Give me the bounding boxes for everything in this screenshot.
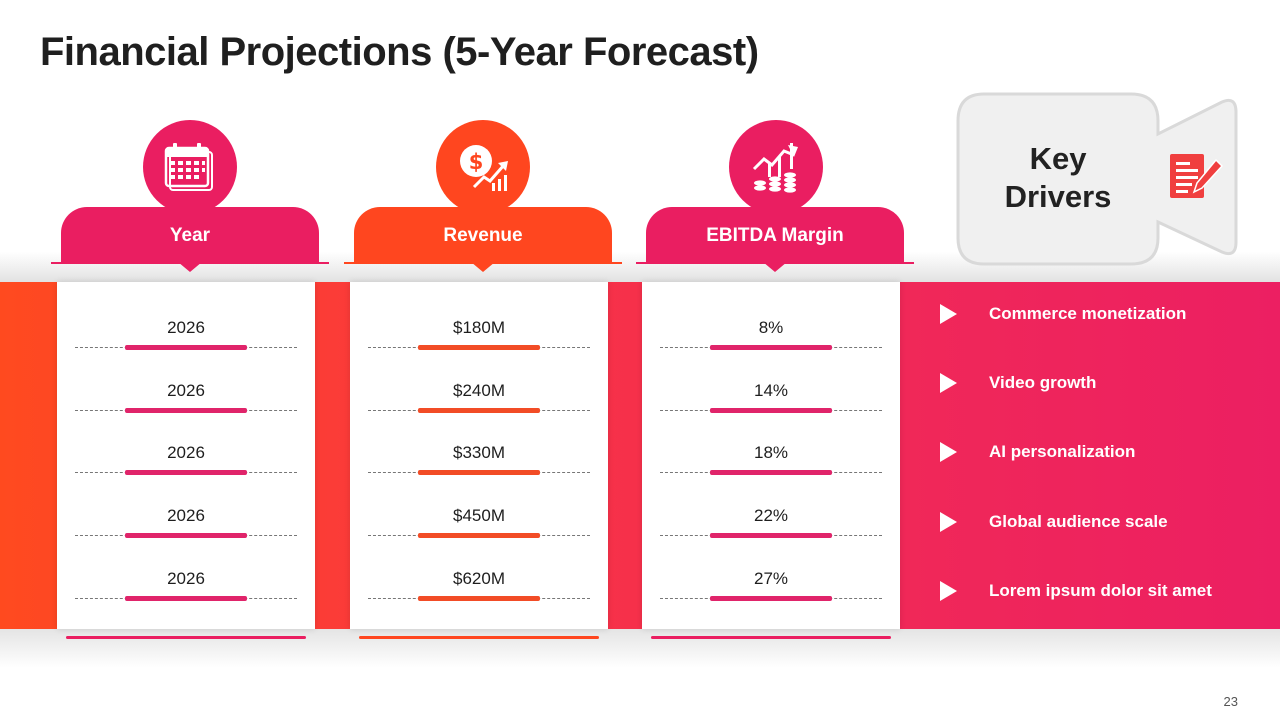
svg-text:$: $ [469, 150, 484, 174]
year-value: 2026 [167, 318, 205, 337]
row-accent-bar [710, 470, 832, 475]
table-row: 2026 [75, 381, 297, 421]
play-arrow-icon [940, 512, 957, 532]
revenue-value: $450M [453, 506, 505, 525]
calendar-icon [143, 120, 237, 214]
table-row: 14% [660, 381, 882, 421]
document-pen-icon [1170, 154, 1224, 198]
row-accent-bar [125, 596, 247, 601]
list-item: Commerce monetization [940, 296, 1260, 332]
driver-label: Lorem ipsum dolor sit amet [989, 581, 1212, 600]
revenue-value: $240M [453, 381, 505, 400]
row-accent-bar [418, 470, 540, 475]
row-accent-bar [710, 533, 832, 538]
page-title: Financial Projections (5-Year Forecast) [40, 30, 759, 74]
tab-pointer [471, 262, 495, 272]
tab-underline [51, 262, 329, 264]
table-row: 8% [660, 318, 882, 358]
play-arrow-icon [940, 442, 957, 462]
dollar-growth-icon: $ [436, 120, 530, 214]
table-row: $330M [368, 443, 590, 483]
row-accent-bar [125, 470, 247, 475]
ebitda-value: 18% [753, 443, 789, 462]
tab-year-label: Year [169, 225, 211, 246]
tab-revenue-label: Revenue [443, 225, 523, 246]
year-column: 2026 2026 2026 2026 2026 [57, 282, 315, 629]
row-accent-bar [125, 533, 247, 538]
list-item: Global audience scale [940, 504, 1260, 540]
ebitda-value: 27% [753, 569, 789, 588]
ebitda-column: 8% 14% 18% 22% 27% [642, 282, 900, 629]
tab-ebitda-label: EBITDA Margin [706, 225, 844, 246]
play-arrow-icon [940, 373, 957, 393]
table-row: 2026 [75, 506, 297, 546]
ebitda-value: 22% [753, 506, 789, 525]
play-arrow-icon [940, 581, 957, 601]
list-item: Video growth [940, 365, 1260, 401]
play-arrow-icon [940, 304, 957, 324]
year-value: 2026 [167, 443, 205, 462]
row-accent-bar [125, 408, 247, 413]
revenue-value: $330M [453, 443, 505, 462]
table-row: $450M [368, 506, 590, 546]
driver-label: Commerce monetization [989, 304, 1187, 323]
row-accent-bar [710, 408, 832, 413]
list-item: AI personalization [940, 434, 1260, 470]
key-drivers-callout [956, 92, 1238, 266]
bottom-shadow [0, 628, 1280, 668]
table-row: 2026 [75, 318, 297, 358]
coins-chart-icon [729, 120, 823, 214]
table-row: 27% [660, 569, 882, 609]
row-accent-bar [418, 533, 540, 538]
table-row: $180M [368, 318, 590, 358]
tab-pointer [178, 262, 202, 272]
row-accent-bar [125, 345, 247, 350]
row-accent-bar [418, 408, 540, 413]
key-drivers-title-line2: Drivers [1004, 179, 1112, 214]
revenue-column: $180M $240M $330M $450M $620M [350, 282, 608, 629]
tab-ebitda-margin: EBITDA Margin [646, 207, 904, 272]
driver-label: Global audience scale [989, 512, 1168, 531]
year-value: 2026 [167, 569, 205, 588]
driver-label: Video growth [989, 373, 1097, 392]
table-row: 18% [660, 443, 882, 483]
tab-revenue: Revenue [354, 207, 612, 272]
column-underline [66, 636, 306, 639]
row-accent-bar [710, 596, 832, 601]
revenue-value: $620M [453, 569, 505, 588]
table-row: 22% [660, 506, 882, 546]
list-item: Lorem ipsum dolor sit amet [940, 573, 1260, 609]
column-underline [359, 636, 599, 639]
key-drivers-title: Key Drivers [968, 140, 1148, 216]
ebitda-value: 8% [758, 318, 784, 337]
tab-underline [344, 262, 622, 264]
row-accent-bar [710, 345, 832, 350]
ebitda-value: 14% [753, 381, 789, 400]
tab-pointer [763, 262, 787, 272]
page-number: 23 [1223, 694, 1238, 709]
tab-underline [636, 262, 914, 264]
year-value: 2026 [167, 506, 205, 525]
table-row: 2026 [75, 443, 297, 483]
row-accent-bar [418, 345, 540, 350]
tab-year: Year [61, 207, 319, 272]
table-row: 2026 [75, 569, 297, 609]
revenue-value: $180M [453, 318, 505, 337]
table-row: $240M [368, 381, 590, 421]
row-accent-bar [418, 596, 540, 601]
driver-label: AI personalization [989, 442, 1136, 461]
column-underline [651, 636, 891, 639]
table-row: $620M [368, 569, 590, 609]
year-value: 2026 [167, 381, 205, 400]
key-drivers-title-line1: Key [1029, 141, 1087, 176]
